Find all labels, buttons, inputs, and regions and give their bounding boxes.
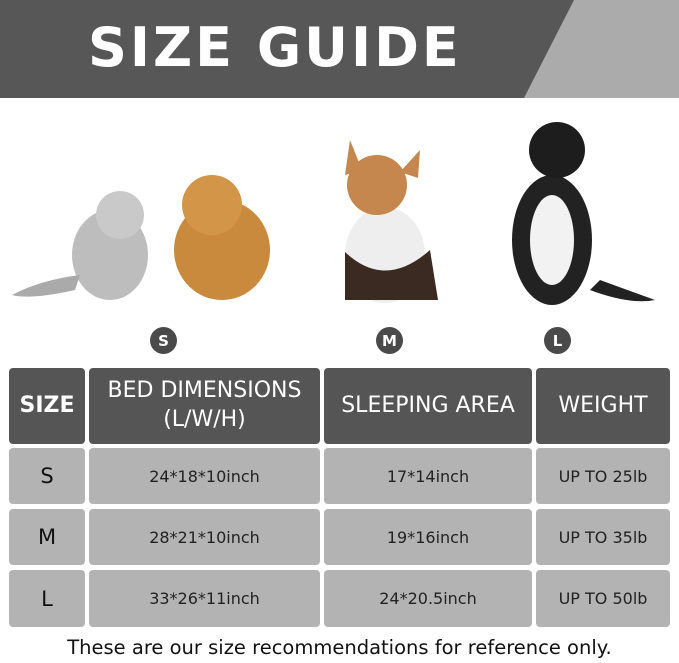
header-sleeping-area: SLEEPING AREA xyxy=(324,368,532,444)
size-badge-s: S xyxy=(150,327,177,354)
page-title: SIZE GUIDE xyxy=(88,16,462,79)
row-s-weight: UP TO 25lb xyxy=(536,448,670,504)
row-m-area: 19*16inch xyxy=(324,509,532,565)
pomeranian-image xyxy=(174,175,270,300)
row-l-dimensions: 33*26*11inch xyxy=(89,570,320,627)
disclaimer: These are our size recommendations for r… xyxy=(67,636,612,659)
header-weight: WEIGHT xyxy=(536,368,670,444)
row-m-dimensions: 28*21*10inch xyxy=(89,509,320,565)
header-size: SIZE xyxy=(9,368,85,444)
corgi-image xyxy=(345,140,438,303)
header-bed-dimensions-label: BED DIMENSIONS xyxy=(107,378,302,404)
row-s-dimensions: 24*18*10inch xyxy=(89,448,320,504)
header-bed-dimensions: BED DIMENSIONS (L/W/H) xyxy=(89,368,320,444)
row-m-weight: UP TO 35lb xyxy=(536,509,670,565)
row-s-size: S xyxy=(9,448,85,504)
pet-photos xyxy=(12,122,655,305)
size-badge-l: L xyxy=(544,327,571,354)
row-l-area: 24*20.5inch xyxy=(324,570,532,627)
header-bed-dimensions-unit: (L/W/H) xyxy=(163,407,246,432)
row-l-weight: UP TO 50lb xyxy=(536,570,670,627)
row-m-size: M xyxy=(9,509,85,565)
border-collie-image xyxy=(512,122,655,305)
cat-image xyxy=(12,191,148,300)
row-l-size: L xyxy=(9,570,85,627)
size-badge-m: M xyxy=(376,327,403,354)
row-s-area: 17*14inch xyxy=(324,448,532,504)
